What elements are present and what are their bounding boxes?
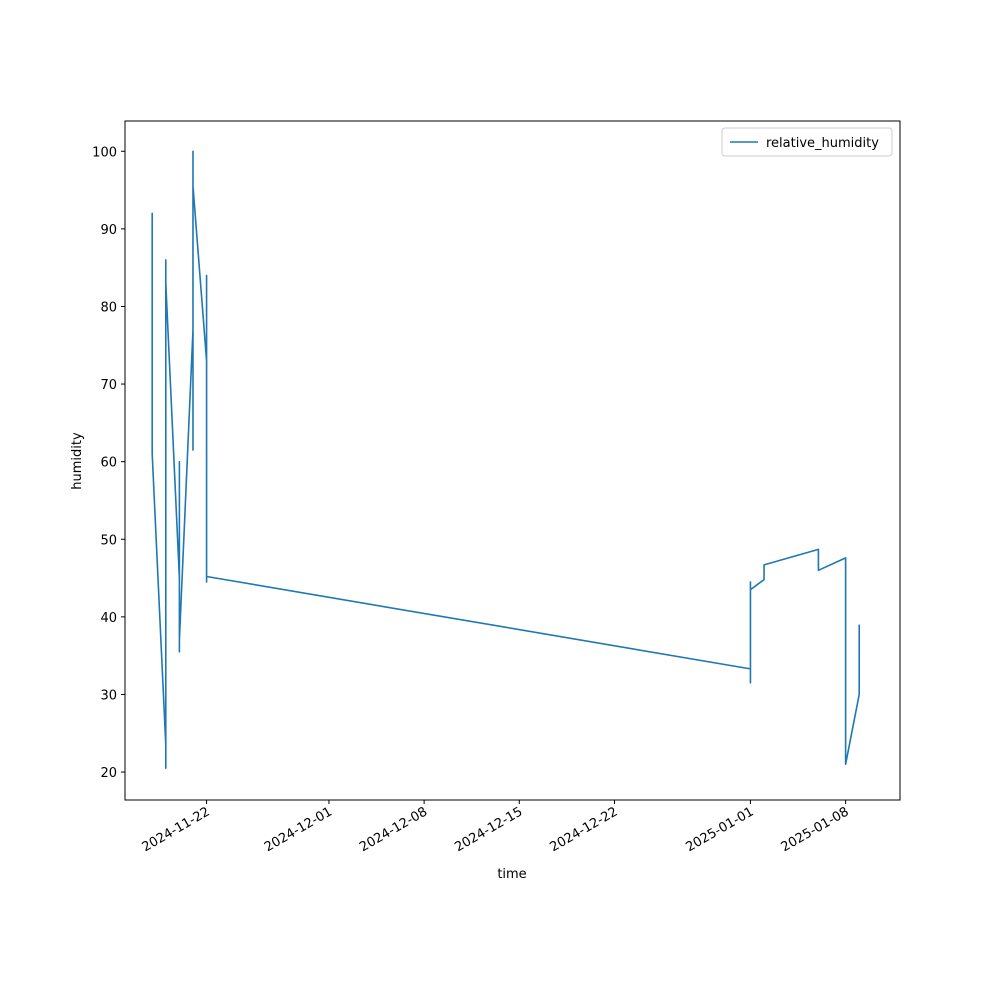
y-tick-label: 40 <box>100 611 117 626</box>
legend-label: relative_humidity <box>766 136 879 151</box>
y-tick-label: 70 <box>100 378 117 393</box>
y-tick-label: 80 <box>100 300 117 315</box>
axes-frame <box>124 120 901 801</box>
x-tick-label: 2024-12-08 <box>357 804 430 855</box>
y-axis-label: humidity <box>70 432 85 490</box>
y-tick-label: 90 <box>100 223 117 238</box>
y-tick-label: 20 <box>100 766 117 781</box>
x-tick-label: 2024-12-15 <box>452 804 525 855</box>
y-tick-label: 100 <box>92 145 117 160</box>
x-tick-label: 2025-01-08 <box>779 804 852 855</box>
line <box>151 150 861 769</box>
x-tick-label: 2024-11-22 <box>140 804 213 855</box>
y-tick-label: 60 <box>100 456 117 471</box>
x-tick-label: 2024-12-22 <box>548 804 621 855</box>
legend-box <box>721 127 893 157</box>
y-tick-label: 30 <box>100 688 117 703</box>
x-tick-label: 2024-12-01 <box>262 804 335 855</box>
y-tick-label: 50 <box>100 533 117 548</box>
x-tick-label: 2025-01-01 <box>683 804 756 855</box>
x-axis-label: time <box>497 867 526 882</box>
